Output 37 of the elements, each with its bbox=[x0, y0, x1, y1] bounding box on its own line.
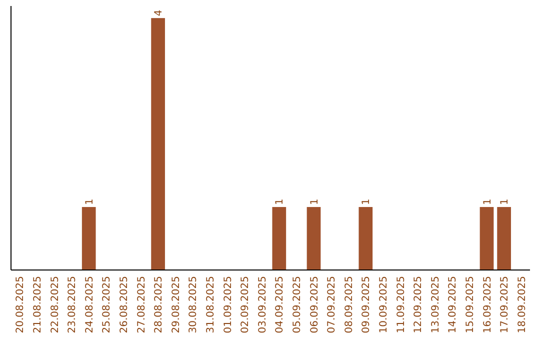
x-tick-label: 05.09.2025 bbox=[292, 276, 303, 334]
x-tick-label: 14.09.2025 bbox=[448, 276, 459, 334]
x-tick-label: 17.09.2025 bbox=[500, 276, 511, 334]
x-tick-label: 30.08.2025 bbox=[188, 276, 200, 334]
x-tick-label: 06.09.2025 bbox=[309, 276, 320, 334]
x-tick-label: 10.09.2025 bbox=[378, 276, 390, 334]
x-tick-label: 23.08.2025 bbox=[67, 276, 78, 334]
x-tick-label: 18.09.2025 bbox=[516, 276, 528, 334]
x-tick-label: 12.09.2025 bbox=[413, 276, 424, 334]
x-tick-label: 25.08.2025 bbox=[102, 276, 113, 334]
x-tick-label: 26.08.2025 bbox=[118, 276, 130, 334]
data-label: 1 bbox=[361, 198, 372, 206]
x-tick-label: 08.09.2025 bbox=[344, 276, 355, 334]
data-label: 4 bbox=[154, 10, 165, 16]
x-tick-label: 27.08.2025 bbox=[136, 276, 148, 334]
x-tick-label: 15.09.2025 bbox=[464, 276, 476, 334]
x-tick-label: 02.09.2025 bbox=[240, 276, 252, 334]
data-label: 1 bbox=[500, 198, 511, 206]
x-tick-label: 07.09.2025 bbox=[326, 276, 338, 334]
x-tick-label: 01.09.2025 bbox=[222, 276, 234, 334]
x-tick-label: 24.08.2025 bbox=[84, 276, 96, 334]
x-tick-label: 29.08.2025 bbox=[170, 276, 182, 334]
x-tick-label: 11.09.2025 bbox=[396, 276, 407, 334]
x-tick-label: 04.09.2025 bbox=[274, 276, 286, 334]
data-label: 1 bbox=[309, 198, 320, 206]
x-tick-label: 28.08.2025 bbox=[154, 276, 165, 334]
data-label: 1 bbox=[274, 198, 286, 206]
x-tick-label: 22.08.2025 bbox=[50, 276, 61, 334]
x-tick-label: 21.08.2025 bbox=[32, 276, 44, 334]
x-tick-label: 31.08.2025 bbox=[205, 276, 216, 334]
data-label: 1 bbox=[84, 198, 96, 206]
x-tick-label: 09.09.2025 bbox=[361, 276, 372, 334]
data-label: 1 bbox=[482, 198, 494, 206]
x-tick-label: 20.08.2025 bbox=[15, 276, 26, 334]
x-tick-label: 13.09.2025 bbox=[430, 276, 442, 334]
x-tick-label: 03.09.2025 bbox=[257, 276, 268, 334]
x-tick-label: 16.09.2025 bbox=[482, 276, 494, 334]
